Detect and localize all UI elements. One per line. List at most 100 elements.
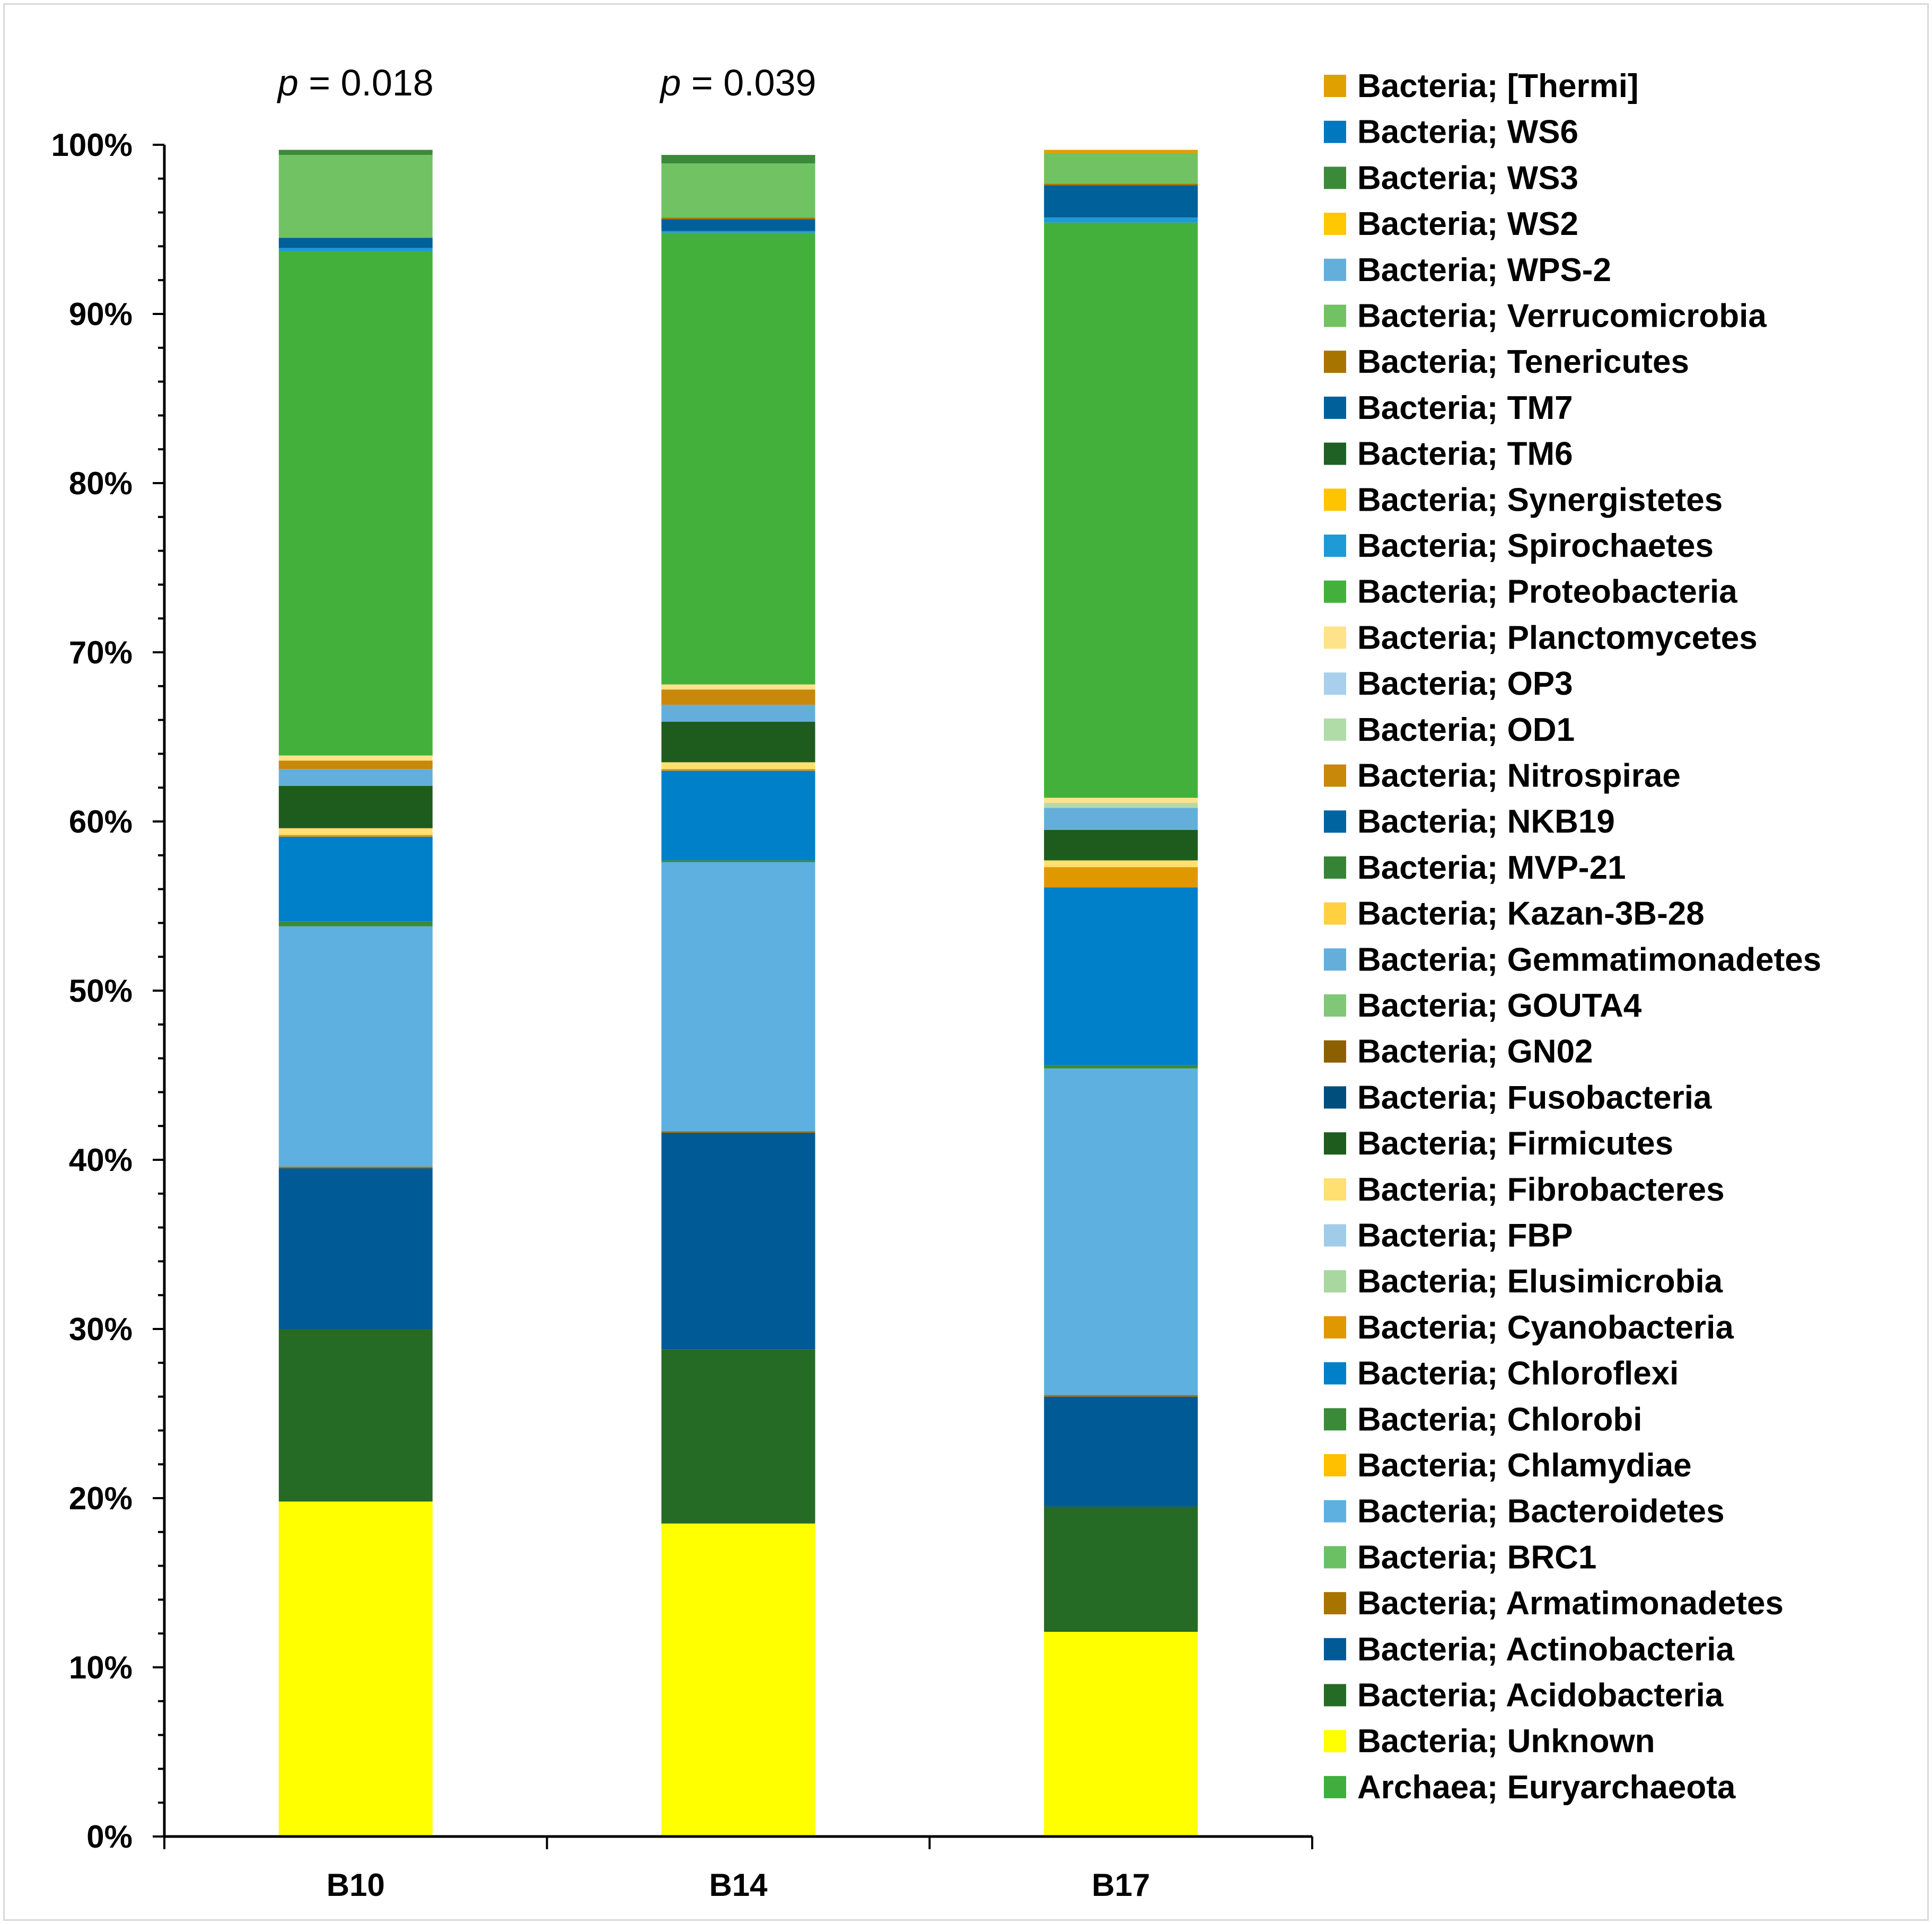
legend-swatch — [1324, 120, 1346, 143]
bar-segment-b17-14 — [1044, 829, 1198, 861]
legend-item: Bacteria; Bacteroidetes — [1324, 1493, 1725, 1530]
legend-swatch — [1324, 580, 1346, 603]
legend-item: Bacteria; Chlorobi — [1324, 1401, 1642, 1438]
legend-item: Bacteria; Elusimicrobia — [1324, 1263, 1723, 1300]
legend-item: Bacteria; TM7 — [1324, 390, 1573, 426]
bar-segment-b17-18 — [1044, 808, 1198, 830]
legend-swatch — [1324, 1178, 1346, 1201]
y-tick-label: 0% — [86, 1819, 133, 1855]
legend-label: Bacteria; OD1 — [1357, 712, 1575, 748]
legend-item: Bacteria; Armatimonadetes — [1324, 1585, 1784, 1622]
bar-segment-b10-4 — [278, 1166, 433, 1168]
legend-swatch — [1324, 1086, 1346, 1109]
y-tick-label: 20% — [69, 1481, 133, 1516]
bar-segment-b14-27 — [661, 231, 815, 233]
legend-swatch — [1324, 1684, 1346, 1707]
legend-item: Bacteria; Planctomycetes — [1324, 619, 1758, 656]
bar-segment-b17-37 — [1044, 150, 1198, 153]
bar-segment-b14-26 — [661, 232, 815, 685]
p-value-annotation-b10: p = 0.018 — [277, 62, 434, 103]
legend: Bacteria; [Thermi] Bacteria; WS6 Bacteria;… — [1324, 68, 1821, 1806]
bar-segment-b17-27 — [1044, 217, 1198, 223]
legend-label: Bacteria; Nitrospirae — [1357, 758, 1681, 794]
legend-label: Bacteria; Unknown — [1357, 1723, 1655, 1760]
legend-item: Bacteria; Unknown — [1324, 1723, 1655, 1760]
bar-segment-b14-31 — [661, 217, 815, 220]
legend-swatch — [1324, 1546, 1346, 1569]
bar-segment-b10-27 — [278, 248, 433, 251]
legend-swatch — [1324, 1270, 1346, 1293]
bar-segment-b17-10 — [1044, 867, 1198, 888]
bar-segment-b17-13 — [1044, 860, 1198, 868]
legend-label: Bacteria; Gemmatimonadetes — [1357, 941, 1821, 978]
y-tick-label: 80% — [69, 466, 133, 501]
legend-label: Bacteria; BRC1 — [1357, 1539, 1596, 1576]
legend-swatch — [1324, 75, 1346, 97]
legend-item: Bacteria; WS6 — [1324, 114, 1578, 151]
legend-label: Bacteria; NKB19 — [1357, 803, 1615, 840]
bar-segment-b14-3 — [661, 1132, 815, 1350]
legend-item: Bacteria; OP3 — [1324, 666, 1573, 702]
legend-item: Bacteria; Acidobacteria — [1324, 1677, 1724, 1714]
x-tick-label-b10: B10 — [327, 1867, 385, 1903]
y-tick-label: 40% — [69, 1142, 133, 1178]
bar-segment-b10-26 — [278, 251, 433, 756]
bar-segment-b17-30 — [1044, 185, 1198, 218]
legend-swatch — [1324, 1500, 1346, 1523]
bar-segment-b14-2 — [661, 1349, 815, 1524]
bar-segment-b10-13 — [278, 828, 433, 835]
legend-item: Bacteria; GN02 — [1324, 1034, 1593, 1070]
bar-segment-b10-1 — [278, 1501, 433, 1836]
bar-segment-b10-30 — [278, 238, 433, 248]
bar-segment-b14-32 — [661, 163, 815, 218]
legend-swatch — [1324, 1408, 1346, 1431]
legend-swatch — [1324, 1316, 1346, 1339]
legend-item: Bacteria; Chlamydiae — [1324, 1447, 1692, 1484]
y-tick-label: 30% — [69, 1311, 133, 1347]
legend-swatch — [1324, 1638, 1346, 1660]
bar-segment-b17-8 — [1044, 1065, 1198, 1069]
legend-item: Archaea; Euryarchaeota — [1324, 1769, 1736, 1806]
bar-segment-b10-6 — [278, 926, 433, 1167]
legend-label: Bacteria; Bacteroidetes — [1357, 1493, 1725, 1530]
legend-swatch — [1324, 718, 1346, 741]
legend-label: Bacteria; Fibrobacteres — [1357, 1171, 1725, 1208]
legend-item: Bacteria; Synergistetes — [1324, 482, 1723, 518]
legend-label: Bacteria; WS3 — [1357, 160, 1578, 196]
bar-segment-b17-6 — [1044, 1068, 1198, 1395]
bar-segment-b14-8 — [661, 860, 815, 862]
legend-swatch — [1324, 626, 1346, 649]
bar-segment-b10-3 — [278, 1168, 433, 1329]
bar-segment-b14-14 — [661, 721, 815, 763]
y-tick-label: 70% — [69, 635, 133, 670]
legend-label: Bacteria; Planctomycetes — [1357, 619, 1758, 656]
y-tick-label: 10% — [69, 1650, 133, 1685]
bar-segment-b10-2 — [278, 1329, 433, 1502]
bar-segment-b10-9 — [278, 836, 433, 922]
legend-label: Bacteria; WS2 — [1357, 206, 1578, 242]
legend-swatch — [1324, 948, 1346, 971]
legend-swatch — [1324, 810, 1346, 833]
bar-segment-b17-9 — [1044, 887, 1198, 1065]
legend-item: Bacteria; Firmicutes — [1324, 1125, 1673, 1162]
legend-label: Bacteria; FBP — [1357, 1218, 1573, 1254]
bar-segment-b14-18 — [661, 704, 815, 722]
legend-label: Bacteria; Acidobacteria — [1357, 1677, 1724, 1714]
legend-label: Bacteria; GOUTA4 — [1357, 987, 1642, 1024]
bar-segment-b10-14 — [278, 786, 433, 828]
y-tick-label: 90% — [69, 296, 133, 332]
bar-segment-b17-26 — [1044, 222, 1198, 798]
legend-swatch — [1324, 1592, 1346, 1615]
legend-label: Bacteria; Chlamydiae — [1357, 1447, 1692, 1484]
legend-swatch — [1324, 488, 1346, 511]
legend-item: Bacteria; OD1 — [1324, 712, 1575, 748]
legend-label: Bacteria; Kazan-3B-28 — [1357, 896, 1705, 932]
bars-layer — [278, 150, 1198, 1836]
y-tick-label: 50% — [69, 973, 133, 1009]
bar-segment-b10-18 — [278, 769, 433, 786]
legend-item: Bacteria; Verrucomicrobia — [1324, 298, 1767, 335]
bar-segment-b14-4 — [661, 1131, 815, 1133]
bar-segment-b10-25 — [278, 755, 433, 761]
legend-swatch — [1324, 442, 1346, 465]
legend-swatch — [1324, 304, 1346, 327]
